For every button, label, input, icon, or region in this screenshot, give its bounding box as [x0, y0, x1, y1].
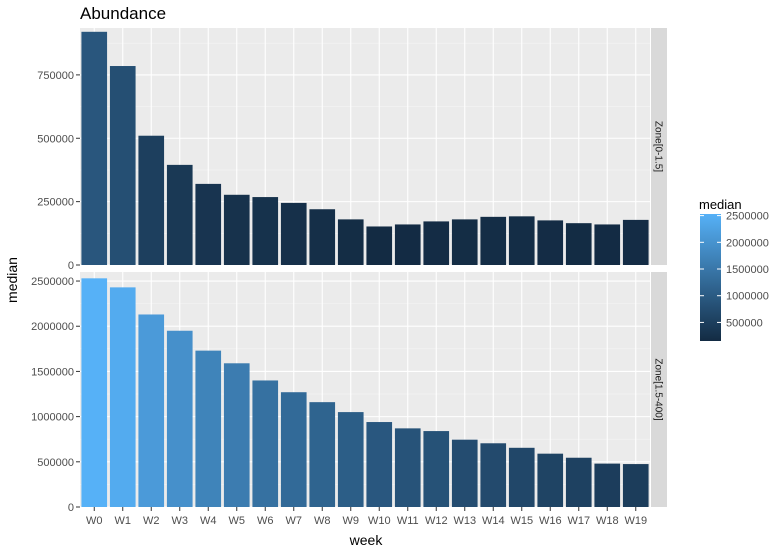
bar — [166, 330, 193, 507]
facet-strip — [651, 272, 667, 507]
x-tick-label: W9 — [343, 515, 360, 527]
x-tick-label: W18 — [596, 515, 619, 527]
bar — [565, 223, 592, 265]
legend-tick-label: 2500000 — [726, 211, 769, 223]
bar — [394, 224, 421, 265]
x-tick-label: W14 — [482, 515, 505, 527]
legend-title: median — [699, 197, 742, 212]
bar — [252, 197, 279, 265]
legend-tick-label: 2000000 — [726, 237, 769, 249]
bar — [337, 219, 364, 265]
bar — [508, 216, 535, 265]
facet-strip — [651, 28, 667, 265]
y-tick-label: 1000000 — [31, 412, 74, 424]
bar — [366, 226, 393, 265]
color-legend: median 500000 1000000 1500000 2000000 250000… — [699, 197, 769, 341]
bar — [594, 463, 621, 507]
y-tick-label: 2500000 — [31, 276, 74, 288]
bar — [537, 220, 564, 265]
bar — [138, 135, 165, 265]
y-tick-label: 500000 — [37, 457, 74, 469]
x-tick-label: W11 — [397, 515, 419, 527]
y-tick-label: 500000 — [37, 133, 74, 145]
y-tick-label: 750000 — [37, 70, 74, 82]
x-tick-label: W5 — [229, 515, 246, 527]
y-tick-label: 0 — [68, 502, 74, 514]
bar — [81, 31, 108, 265]
bar — [309, 402, 336, 507]
x-tick-label: W2 — [143, 515, 160, 527]
x-tick-label: W7 — [286, 515, 303, 527]
facet-panels: 0 250000 500000 750000 Zone[0-1.5] 0 500000 100… — [31, 28, 667, 514]
facet-panel: 0 500000 1000000 1500000 2000000 2500000 Zone[… — [31, 272, 667, 514]
x-tick-label: W4 — [200, 515, 217, 527]
bar — [81, 278, 108, 507]
x-axis-ticks: W0 W1 W2 W3 W4 W5 W6 W7 W8 W9 W10 W11 W12 W13 W14 W15 W1… — [86, 507, 647, 527]
panel-background — [80, 28, 650, 265]
bar — [166, 164, 193, 265]
bar — [480, 216, 507, 265]
x-tick-label: W15 — [510, 515, 533, 527]
bar — [195, 183, 222, 265]
x-axis-title: week — [349, 532, 384, 548]
y-axis-title: median — [4, 257, 20, 303]
bar — [223, 194, 250, 265]
bar — [280, 392, 307, 507]
y-tick-label: 2000000 — [31, 321, 74, 333]
bar — [337, 412, 364, 507]
bar — [622, 464, 649, 507]
bar — [423, 221, 450, 265]
bar — [195, 350, 222, 507]
x-tick-label: W1 — [115, 515, 132, 527]
x-tick-label: W3 — [172, 515, 189, 527]
x-tick-label: W0 — [86, 515, 103, 527]
bar — [109, 66, 136, 265]
x-tick-label: W13 — [453, 515, 476, 527]
bar — [223, 363, 250, 507]
bar — [366, 422, 393, 507]
x-tick-label: W6 — [257, 515, 274, 527]
bar — [109, 287, 136, 507]
bar — [508, 447, 535, 507]
legend-tick-label: 1500000 — [726, 264, 769, 276]
chart-title: Abundance — [80, 4, 166, 23]
x-tick-label: W12 — [425, 515, 448, 527]
y-tick-label: 0 — [68, 260, 74, 272]
panel-background — [80, 272, 650, 507]
x-tick-label: W19 — [624, 515, 647, 527]
legend-tick-label: 500000 — [726, 317, 763, 329]
bar — [252, 380, 279, 507]
facet-strip-label: Zone[0-1.5] — [653, 121, 664, 172]
bar — [394, 428, 421, 507]
facet-panel: 0 250000 500000 750000 Zone[0-1.5] — [37, 28, 667, 272]
bar — [309, 209, 336, 265]
x-tick-label: W8 — [314, 515, 331, 527]
bar — [423, 431, 450, 507]
bar — [451, 219, 478, 265]
bar — [537, 453, 564, 507]
x-tick-label: W10 — [368, 515, 391, 527]
y-tick-label: 1500000 — [31, 366, 74, 378]
bar — [622, 219, 649, 265]
bar — [565, 457, 592, 507]
facet-strip-label: Zone[1.5-400] — [653, 358, 664, 420]
bar — [480, 443, 507, 507]
legend-colorbar — [700, 214, 721, 341]
bar — [594, 224, 621, 265]
bar — [280, 202, 307, 265]
bar — [451, 439, 478, 507]
x-tick-label: W16 — [539, 515, 562, 527]
legend-tick-label: 1000000 — [726, 291, 769, 303]
bar — [138, 314, 165, 507]
y-tick-label: 250000 — [37, 197, 74, 209]
x-tick-label: W17 — [567, 515, 590, 527]
legend-ticks: 500000 1000000 1500000 2000000 2500000 — [700, 211, 769, 329]
